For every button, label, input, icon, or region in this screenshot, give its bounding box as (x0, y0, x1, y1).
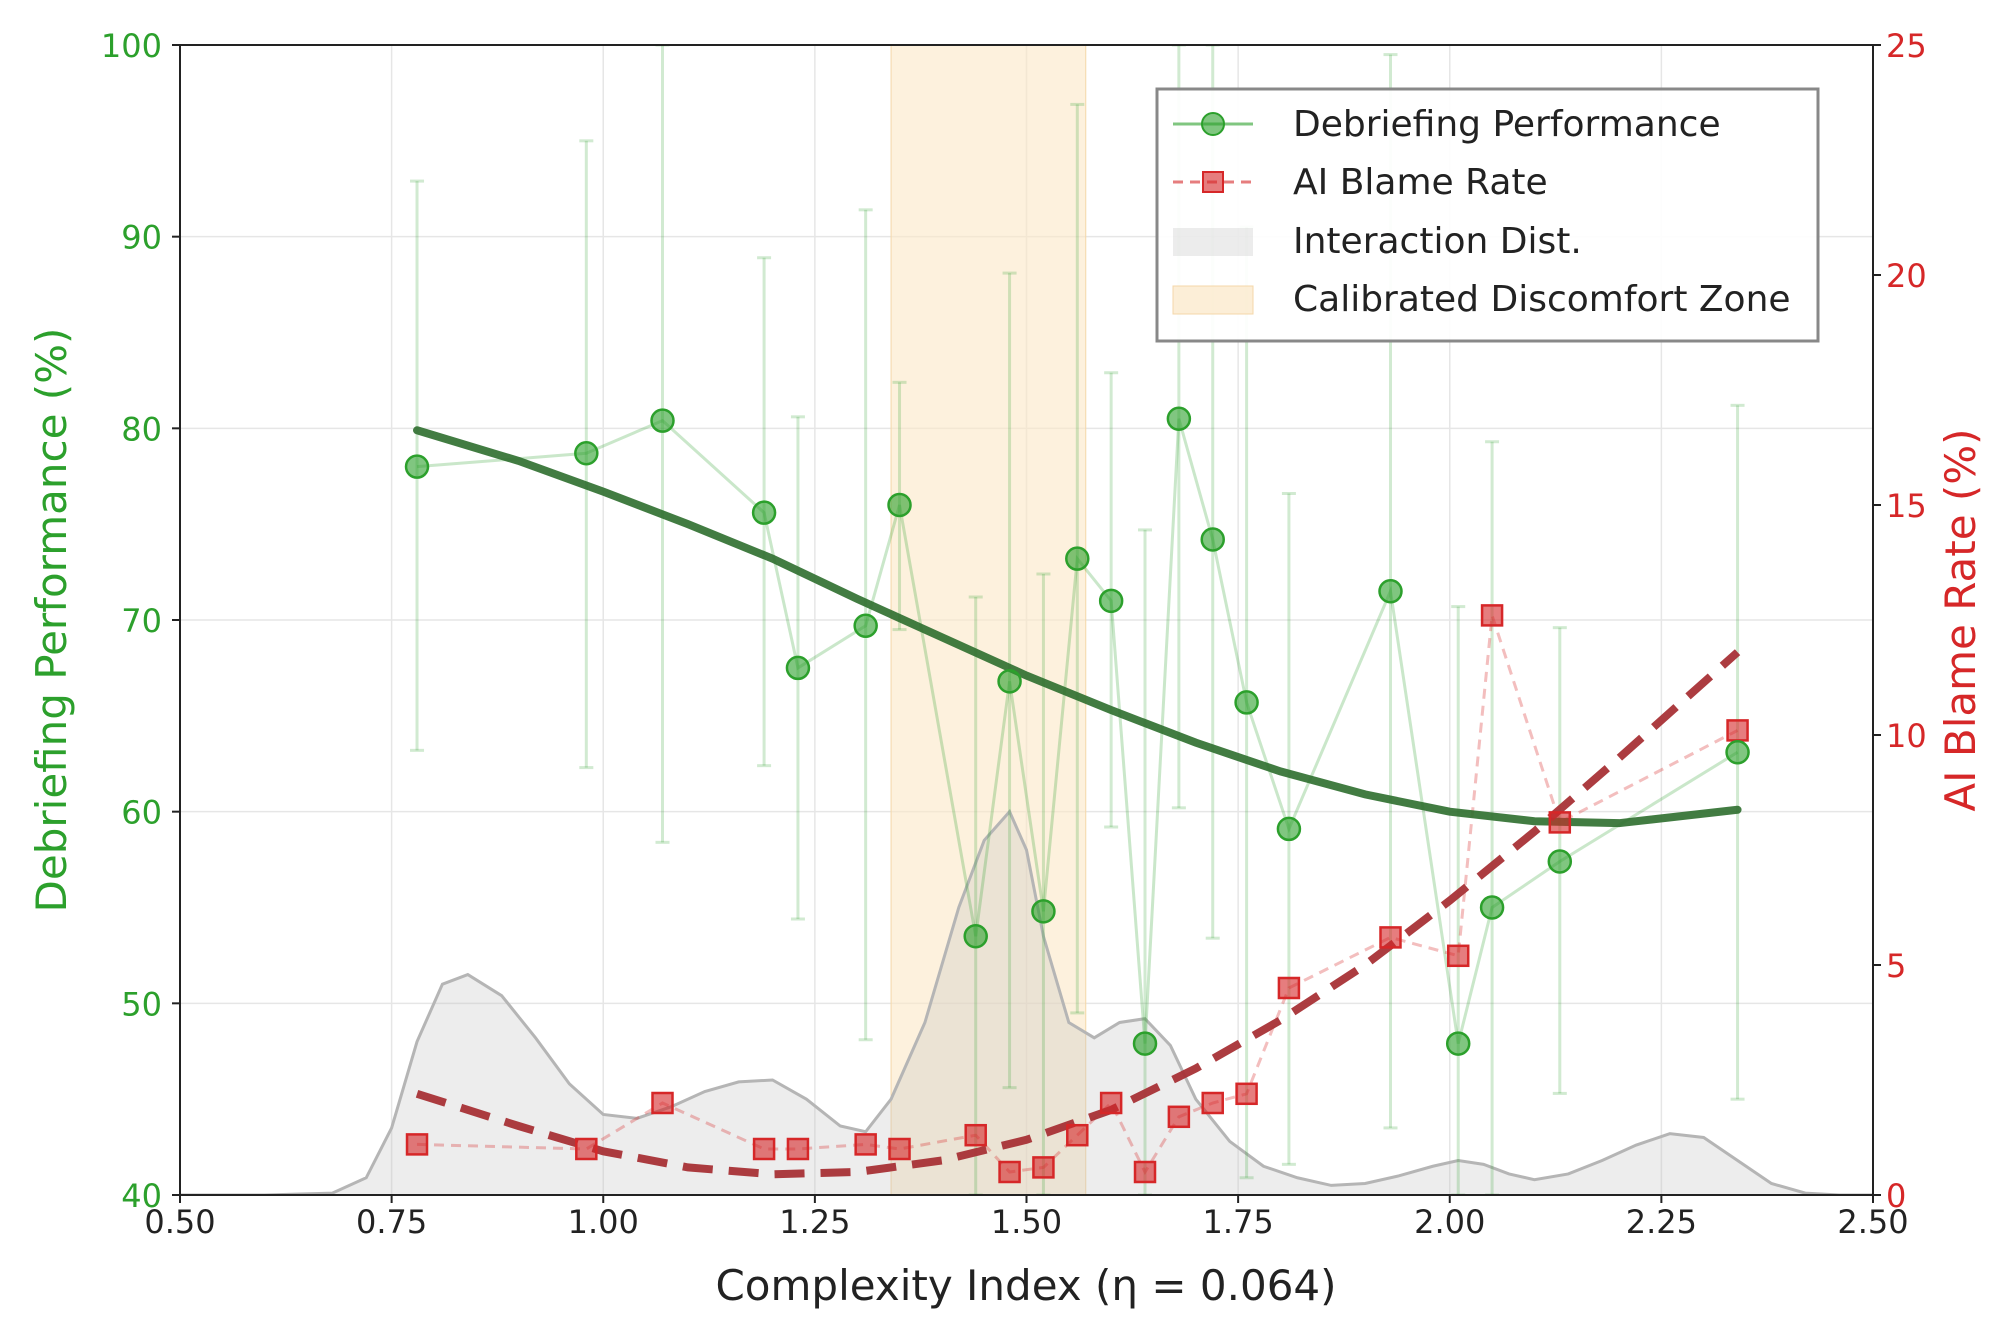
blame-point (405, 1133, 429, 1156)
blame-point (1133, 1160, 1157, 1184)
blame-point (1167, 1105, 1191, 1129)
performance-point (1031, 899, 1056, 924)
marker-layer (404, 406, 1750, 1184)
y-left-tick-label: 60 (121, 794, 162, 832)
performance-point (1132, 1031, 1158, 1056)
performance-point (963, 924, 988, 949)
performance-point (1098, 588, 1124, 614)
x-tick-label: 0.75 (356, 1203, 427, 1241)
legend-zone-label: Calibrated Discomfort Zone (1293, 279, 1791, 320)
performance-point (1378, 579, 1403, 604)
blame-point (752, 1137, 776, 1161)
legend-density-swatch (1173, 228, 1253, 256)
performance-point (853, 613, 878, 638)
performance-point (574, 441, 599, 466)
y-left-tick-label: 40 (121, 1177, 162, 1215)
y-left-tick-label: 90 (121, 219, 162, 257)
performance-point (1725, 740, 1750, 765)
legend-box (1155, 87, 1820, 343)
legend-density-label: Interaction Dist. (1293, 221, 1582, 262)
blame-point (1277, 976, 1301, 1000)
zone-layer (890, 45, 1087, 1195)
performance-point (1234, 690, 1259, 715)
blame-point (1235, 1082, 1258, 1106)
performance-point (887, 492, 912, 518)
legend-blame-label: AI Blame Rate (1293, 162, 1548, 203)
performance-point (1166, 406, 1192, 431)
y-right-tick-label: 10 (1886, 717, 1927, 755)
blame-point (651, 1091, 674, 1115)
performance-point (1445, 1031, 1471, 1056)
legend: Debriefing Performance AI Blame Rate Int… (1155, 87, 1820, 343)
blame-point (964, 1123, 987, 1147)
y-left-tick-label: 70 (121, 602, 162, 640)
performance-point (1065, 546, 1090, 571)
blame-point (1379, 926, 1402, 949)
blame-point (854, 1133, 877, 1156)
blame-point (575, 1137, 598, 1161)
performance-point (650, 408, 675, 433)
y-right-tick-label: 5 (1886, 947, 1906, 985)
density-curve (180, 808, 1873, 1195)
performance-point (751, 500, 777, 525)
y-axis-label-left: Debriefing Performance (%) (27, 328, 76, 913)
y-axis-label-right: AI Blame Rate (%) (1936, 428, 1985, 811)
performance-point (1547, 849, 1573, 874)
x-tick-label: 1.50 (991, 1203, 1062, 1241)
blame-point (1480, 604, 1504, 627)
performance-point (404, 454, 430, 479)
performance-point (1200, 527, 1225, 552)
discomfort-zone-band (890, 45, 1087, 1195)
y-right-tick-label: 20 (1886, 257, 1927, 295)
blame-point (1201, 1091, 1224, 1115)
blame-point (998, 1160, 1021, 1184)
blame-point (786, 1137, 810, 1161)
performance-point (1479, 895, 1505, 920)
x-tick-label: 2.25 (1626, 1203, 1697, 1241)
x-tick-label: 1.25 (779, 1203, 850, 1241)
blame-point (1446, 944, 1470, 968)
blame-point (1032, 1156, 1055, 1179)
legend-performance-label: Debriefing Performance (1293, 104, 1721, 145)
performance-point (997, 669, 1022, 694)
x-axis-label: Complexity Index (η = 0.064) (715, 1261, 1336, 1310)
x-tick-label: 1.75 (1203, 1203, 1274, 1241)
blame-point (888, 1137, 911, 1161)
legend-zone-swatch (1172, 285, 1254, 315)
blame-point (1066, 1123, 1089, 1147)
density-area (180, 811, 1873, 1195)
y-left-tick-label: 80 (121, 410, 162, 448)
performance-point (785, 655, 811, 681)
legend-blame-marker (1202, 171, 1224, 193)
performance-line-layer (416, 418, 1739, 1044)
blame-point (1726, 719, 1749, 742)
performance-series-line (416, 418, 1739, 1044)
performance-trend-line (413, 426, 1742, 828)
legend-performance-marker (1201, 112, 1225, 136)
y-left-tick-label: 50 (121, 985, 162, 1023)
tick-layer: 0.50 0.75 1.00 1.25 1.50 1.75 2.00 2.25 2.504050… (101, 27, 1927, 1241)
x-tick-label: 2.50 (1837, 1203, 1908, 1241)
x-tick-label: 2.00 (1414, 1203, 1485, 1241)
y-right-tick-label: 15 (1886, 487, 1927, 525)
y-left-tick-label: 100 (101, 27, 162, 65)
blame-point (1548, 811, 1572, 834)
x-tick-label: 1.00 (568, 1203, 639, 1241)
performance-point (1276, 816, 1302, 842)
density-layer (180, 808, 1873, 1195)
x-tick-label: 0.50 (144, 1203, 215, 1241)
y-right-tick-label: 0 (1886, 1177, 1906, 1215)
blame-point (1099, 1091, 1123, 1115)
y-right-tick-label: 25 (1886, 27, 1927, 65)
